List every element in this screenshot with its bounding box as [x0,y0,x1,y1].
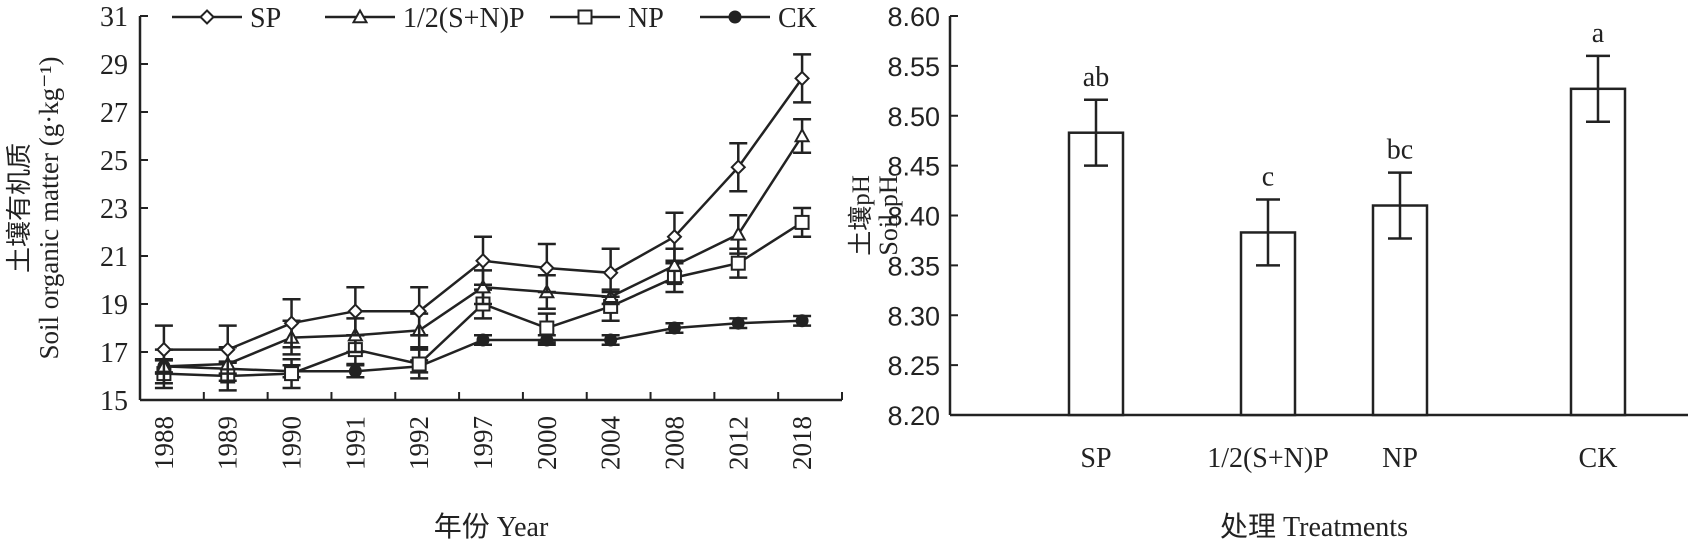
y-tick-label: 23 [100,194,128,225]
x-tick-label: 2018 [787,416,817,470]
x-tick-label: 1997 [468,416,498,470]
legend: SP 1/2(S+N)P NP CK [172,3,817,34]
data-point [476,333,490,347]
data-point [794,214,810,230]
y-tick-label: 8.30 [887,301,940,331]
x-tick-label: 2000 [532,416,562,470]
data-point [730,255,746,271]
legend-label: CK [778,3,817,34]
data-point [155,341,172,358]
y-tick-label: 15 [100,386,128,417]
data-point [348,364,362,378]
y-tick-label: 8.60 [887,2,940,32]
y-tick-label: 8.20 [887,401,940,431]
data-point [667,321,681,335]
data-point [411,356,427,372]
data-point [411,303,428,320]
series-ck [154,314,812,379]
data-point [731,316,745,330]
significance-label: a [1592,18,1605,49]
data-point [284,366,300,382]
x-tick-label: 1992 [404,416,434,470]
data-point [795,314,809,328]
y-tick-label: 31 [100,2,128,33]
data-point [604,333,618,347]
y-axis-title-cn: 土壤有机质 [5,143,34,273]
x-axis-title: 处理 Treatments [1220,511,1408,543]
legend-marker [577,9,593,25]
y-tick-label: 29 [100,50,128,81]
bar-SP [1067,131,1125,417]
y-tick-label: 27 [100,98,128,129]
x-tick-label: 1991 [340,416,370,470]
x-tick-label: 2004 [596,416,626,471]
data-point [538,260,555,276]
legend-label: 1/2(S+N)P [403,3,525,34]
data-point [730,159,747,176]
significance-label: c [1262,162,1274,193]
x-tick-label: 1990 [277,416,307,470]
data-point [283,315,300,332]
y-tick-label: 8.40 [887,202,940,232]
y-tick-label: 21 [100,242,128,273]
y-tick-label: 19 [100,290,128,321]
y-tick-label: 17 [100,338,128,369]
x-tick-label: SP [1080,443,1111,474]
legend-label: NP [628,3,664,34]
data-point [475,252,491,269]
y-axis-title: Soil organic matter (g·kg⁻¹) [34,56,64,359]
x-tick-label: 1988 [149,416,179,470]
data-point [666,257,683,272]
x-tick-label: CK [1579,443,1618,474]
legend-marker [728,10,742,24]
data-point [539,320,555,336]
y-axis-title-cn: 土壤pH [847,175,875,256]
significance-label: bc [1387,135,1413,166]
legend-marker [199,9,215,25]
bar-CK [1569,87,1627,417]
y-tick-label: 8.25 [887,351,940,381]
data-point [474,278,492,294]
legend-label: SP [250,3,281,34]
x-tick-label: 2008 [659,416,689,470]
y-axis-title: Soil pH [874,175,903,255]
soil-organic-matter-line-chart: 15 17 19 21 23 25 27 29 31 1988 1989 1990 1991 1992 19… [5,2,843,543]
data-point [347,303,364,320]
x-tick-label: 1989 [213,416,243,470]
data-point [794,70,811,87]
y-tick-label: 8.55 [887,52,940,82]
y-tick-label: 25 [100,146,128,177]
legend-marker [351,8,369,24]
data-point [602,264,619,281]
soil-ph-bar-chart: 8.20 8.25 8.30 8.35 8.40 8.45 8.50 8.55 8.60 土壤pH… [847,2,1688,543]
y-tick-label: 8.45 [887,152,940,182]
series-sp [154,53,812,375]
x-tick-label: 1/2(S+N)P [1207,443,1329,474]
data-point [666,228,683,245]
data-point [793,127,811,143]
bar-NP [1371,204,1429,417]
x-axis-title: 年份 Year [434,511,549,543]
data-point [730,225,747,241]
y-tick-label: 8.35 [887,251,940,281]
significance-label: ab [1083,62,1109,93]
y-tick-label: 8.50 [887,102,940,132]
x-tick-label: NP [1382,443,1418,474]
bar-1/2(S+N)P [1239,231,1297,417]
x-tick-label: 2012 [723,416,753,470]
data-point [219,341,236,358]
